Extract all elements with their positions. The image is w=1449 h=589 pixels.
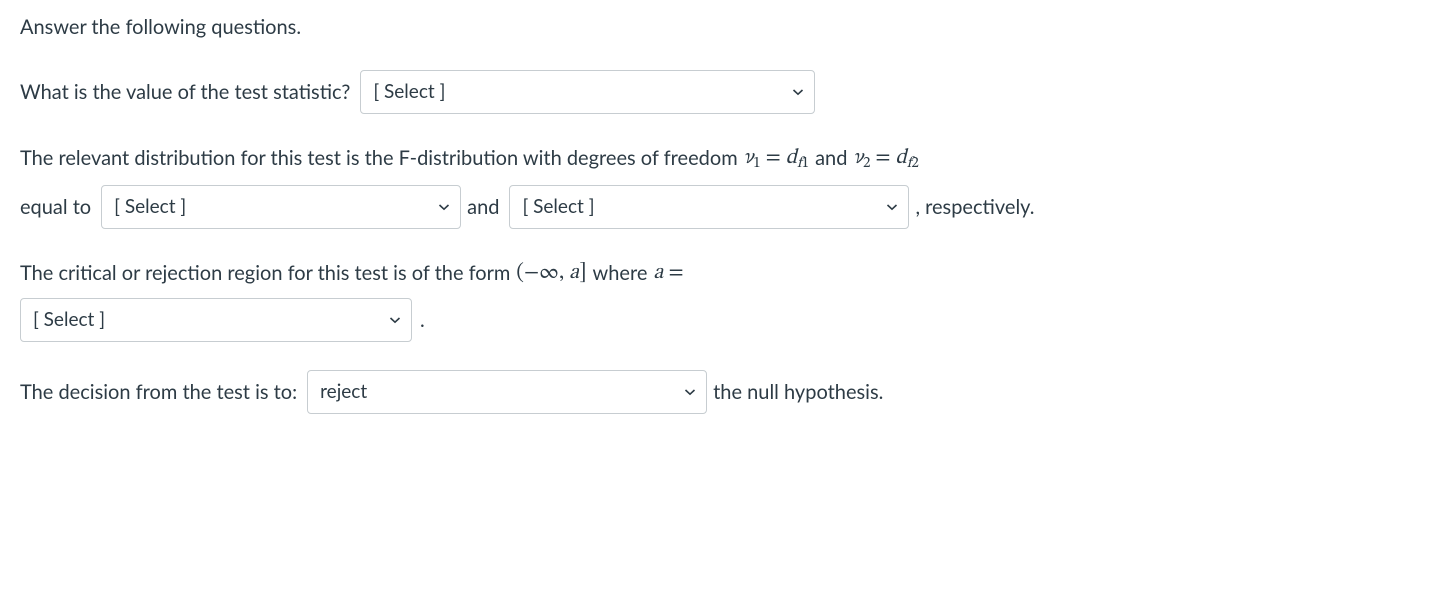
question-test-statistic: What is the value of the test statistic?… — [20, 70, 1429, 114]
chevron-down-icon — [684, 386, 696, 398]
math-interval: (−∞, a] — [516, 257, 586, 289]
select-df1[interactable]: [ Select ] — [101, 185, 461, 229]
select-critical-a-value: [ Select ] — [33, 306, 105, 335]
question-critical-region: The critical or rejection region for thi… — [20, 257, 1429, 343]
intro-text-content: Answer the following questions. — [20, 15, 301, 39]
q2-line2: equal to [ Select ] and [ Select ] , res… — [20, 185, 1429, 229]
select-test-statistic-value: [ Select ] — [373, 78, 445, 107]
q2-conj: and — [467, 192, 499, 222]
q4-prefix: The decision from the test is to: — [20, 377, 297, 407]
q2-line1: The relevant distribution for this test … — [20, 142, 1429, 175]
q2-text-a: The relevant distribution for this test … — [20, 143, 738, 173]
math-a-equals: a = — [653, 257, 683, 289]
q3-line2: [ Select ] . — [20, 298, 1429, 342]
chevron-down-icon — [389, 314, 401, 326]
select-df2-value: [ Select ] — [522, 193, 594, 222]
chevron-down-icon — [886, 201, 898, 213]
q3-period: . — [420, 305, 425, 335]
chevron-down-icon — [438, 201, 450, 213]
select-df2[interactable]: [ Select ] — [509, 185, 909, 229]
q2-text-and: and — [815, 143, 847, 173]
question-degrees-of-freedom: The relevant distribution for this test … — [20, 142, 1429, 229]
q2-equal-to: equal to — [20, 192, 91, 222]
math-nu2-eq-df2: ν2 = df2 — [853, 142, 918, 175]
select-decision[interactable]: reject — [307, 370, 707, 414]
q1-prompt: What is the value of the test statistic? — [20, 77, 350, 107]
select-df1-value: [ Select ] — [114, 193, 186, 222]
q3-text-where: where — [593, 258, 648, 288]
chevron-down-icon — [792, 86, 804, 98]
q2-respectively: , respectively. — [915, 192, 1034, 222]
question-decision: The decision from the test is to: reject… — [20, 370, 1429, 414]
q3-text-a: The critical or rejection region for thi… — [20, 258, 510, 288]
math-nu1-eq-df1: ν1 = df1 — [744, 142, 809, 175]
q3-line1: The critical or rejection region for thi… — [20, 257, 1429, 289]
intro-text: Answer the following questions. — [20, 12, 1429, 42]
select-decision-value: reject — [320, 378, 367, 407]
select-critical-a[interactable]: [ Select ] — [20, 298, 412, 342]
q4-suffix: the null hypothesis. — [713, 377, 883, 407]
select-test-statistic[interactable]: [ Select ] — [360, 70, 815, 114]
